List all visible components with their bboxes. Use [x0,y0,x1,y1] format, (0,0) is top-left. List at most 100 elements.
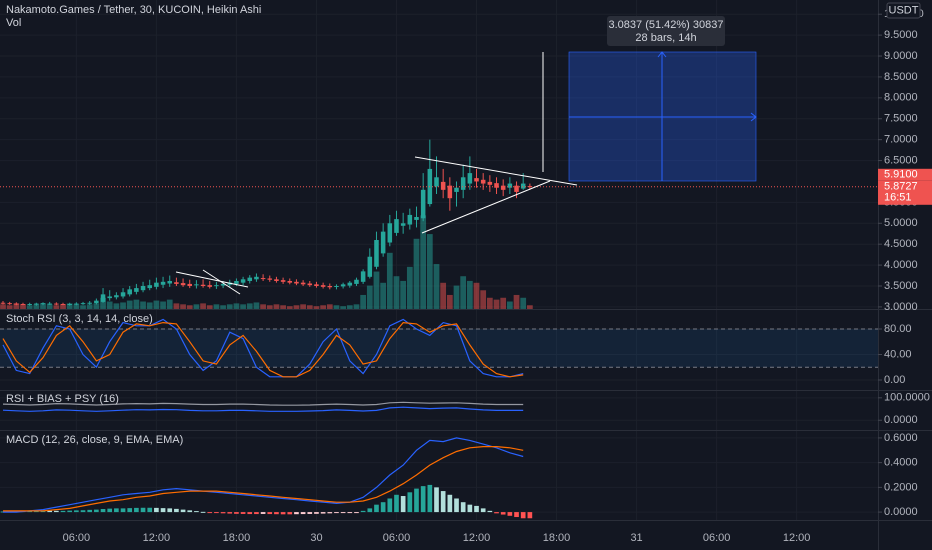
histogram-bar [287,512,293,515]
volume-bar [433,264,440,309]
volume-bar [360,294,367,309]
volume-bar [193,304,200,309]
volume-bar [313,306,320,309]
y-tick-label: 9.5000 [884,29,918,41]
volume-bar [366,285,373,309]
histogram-bar [247,512,253,515]
candle-body [447,185,453,199]
measure-tooltip [607,16,725,46]
histogram-bar [340,512,346,514]
histogram-bar [467,504,473,513]
x-tick-label: 18:00 [543,532,571,544]
volume-bar [340,306,346,309]
histogram-bar [294,512,299,515]
indicator-line [2,406,524,412]
candle-body [207,285,213,287]
histogram-bar [174,508,179,513]
histogram-bar [487,510,493,513]
volume-bar [13,303,20,309]
volume-bar [220,305,226,309]
candle-body [434,177,439,187]
x-tick-label: 12:00 [143,532,171,544]
histogram-bar [267,512,273,515]
y-tick-label: 80.00 [884,323,912,335]
volume-bar [6,305,13,309]
volume-bar [326,304,333,309]
y-tick-label: 3.5000 [884,280,918,292]
candle-body [414,217,419,220]
candle-body [387,223,393,243]
volume-bar [527,305,533,309]
candle-body [507,183,513,188]
histogram-bar [240,512,246,514]
histogram-bar [187,510,193,513]
last-price-tag [878,180,932,205]
indicator-line [3,437,524,513]
volume-bar [86,304,93,309]
histogram-bar [414,488,419,513]
candle-body [87,302,92,304]
volume-bar [213,304,220,309]
y-tick-label: 4.5000 [884,238,918,250]
histogram-bar [400,496,406,513]
y-tick-label: 40.00 [884,348,912,360]
candle-body [127,289,132,295]
histogram-bar [474,505,479,513]
histogram-bar [394,494,399,513]
histogram-bar [67,510,73,513]
candle-body [47,303,52,305]
candle-body [394,219,399,233]
candle-body [300,282,306,285]
candle-body [34,303,39,305]
candle-body [180,283,186,286]
histogram-bar [194,511,199,513]
candle-body [27,303,32,305]
candle-body [407,214,413,225]
histogram-bar [347,512,353,514]
candle-body [274,279,279,281]
candle-body [74,303,79,305]
histogram-bar [307,512,313,514]
y-tick-label: 4.0000 [884,259,918,271]
histogram-bar [154,507,159,513]
candle-body [294,281,299,284]
candle-body [240,279,246,283]
y-tick-label: 0.0000 [884,414,918,426]
volume-bar [513,294,520,309]
histogram-bar [514,512,519,518]
measure-text: 28 bars, 14h [635,32,696,44]
y-tick-label: 8.5000 [884,71,918,83]
histogram-bar [407,492,413,513]
histogram-bar [527,512,533,519]
candle-body [494,183,499,188]
price-tag-label: 5.9100 [884,169,918,181]
histogram-bar [260,512,266,514]
volume-bar [200,303,206,309]
candle-body [120,292,126,297]
histogram-bar [480,508,486,513]
histogram-bar [500,512,506,515]
volume-bar [253,302,260,309]
candle-body [474,178,479,182]
volume-bar [493,299,500,309]
volume-bar [400,280,407,309]
candle-body [520,183,526,189]
candle-body [174,282,179,284]
volume-bar [166,299,173,309]
candle-body [320,285,326,287]
histogram-bar [60,510,66,513]
volume-bar [473,282,480,309]
histogram-bar [387,498,393,513]
volume-bar [460,276,467,309]
histogram-bar [327,512,333,514]
measure-arrow [657,51,667,58]
volume-bar [426,234,433,309]
volume-bar [226,304,233,309]
indicator-line [3,446,524,512]
candle-body [114,295,119,298]
histogram-bar [114,508,119,513]
volume-bar [520,297,527,309]
candle-body [460,177,466,190]
volume-bar [466,280,473,309]
